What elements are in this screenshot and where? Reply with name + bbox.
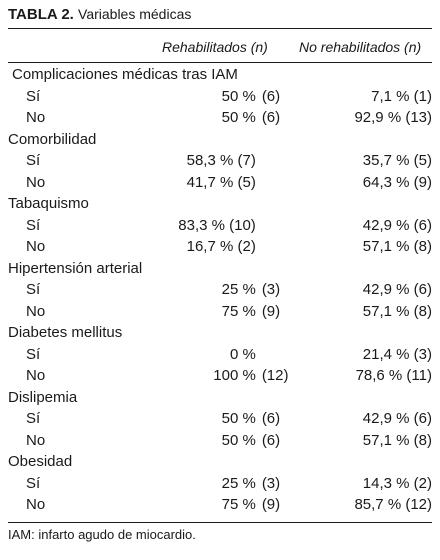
group-row: Hipertensión arterial	[8, 258, 432, 280]
no-rehabilitados-value: 57,1 % (8)	[362, 238, 432, 255]
rehabilitados-count	[256, 344, 315, 366]
row-label: No	[26, 302, 46, 320]
rehabilitados-percent: 50 %	[221, 87, 256, 105]
row-label: No	[26, 431, 46, 449]
table-caption: Variables médicas	[78, 6, 192, 22]
table-row: Sí 0 % 21,4 % (3)	[8, 344, 432, 366]
header-rule	[8, 62, 432, 63]
rehabilitados-percent: 25 %	[221, 281, 256, 298]
rehabilitados-percent: 0 %	[229, 345, 256, 363]
rehabilitados-percent: 41,7 % (5)	[186, 173, 256, 191]
rehabilitados-percent: 83,3 % (10)	[178, 216, 256, 234]
bottom-rule	[8, 522, 432, 523]
group-label: Hipertensión arterial	[8, 259, 143, 277]
rehabilitados-count	[256, 172, 315, 194]
no-rehabilitados-value: 92,9 % (13)	[354, 109, 432, 126]
no-rehabilitados-value: 42,9 % (6)	[362, 281, 432, 298]
group-row: Complicaciones médicas tras IAM	[8, 64, 432, 86]
rehabilitados-percent: 25 %	[221, 474, 256, 492]
medical-variables-table: Complicaciones médicas tras IAM Sí 50 % (6)…	[8, 64, 432, 516]
rehabilitados-count: (3)	[261, 281, 281, 298]
table-row: Sí 83,3 % (10) 42,9 % (6)	[8, 215, 432, 237]
no-rehabilitados-value: 7,1 % (1)	[371, 87, 432, 105]
rehabilitados-count: (9)	[261, 302, 281, 320]
no-rehabilitados-value: 57,1 % (8)	[362, 431, 432, 449]
no-rehabilitados-value: 42,9 % (6)	[362, 216, 432, 234]
table-row: Sí 58,3 % (7) 35,7 % (5)	[8, 150, 432, 172]
table-row: No 75 % (9) 57,1 % (8)	[8, 301, 432, 323]
no-rehabilitados-value: 64,3 % (9)	[362, 173, 432, 191]
table-number: TABLA 2.	[8, 6, 74, 23]
rehabilitados-count	[256, 150, 315, 172]
rehabilitados-percent: 100 %	[213, 367, 256, 384]
rehabilitados-count: (6)	[261, 87, 281, 105]
row-label: Sí	[26, 87, 41, 105]
rehabilitados-percent: 16,7 % (2)	[186, 238, 256, 255]
table-row: No 75 % (9) 85,7 % (12)	[8, 494, 432, 516]
no-rehabilitados-value: 57,1 % (8)	[362, 302, 432, 320]
row-label: No	[26, 496, 46, 513]
row-label: Sí	[26, 216, 41, 234]
row-label: No	[26, 238, 46, 255]
table-row: No 50 % (6) 57,1 % (8)	[8, 430, 432, 452]
group-label: Diabetes mellitus	[8, 324, 123, 341]
rehabilitados-count: (6)	[261, 431, 281, 449]
group-row: Dislipemia	[8, 387, 432, 409]
row-label: Sí	[26, 410, 41, 427]
no-rehabilitados-value: 78,6 % (11)	[355, 367, 432, 384]
table-row: No 50 % (6) 92,9 % (13)	[8, 107, 432, 129]
group-label: Tabaquismo	[8, 195, 89, 212]
table-title: TABLA 2. Variables médicas	[8, 4, 191, 25]
rehabilitados-percent: 50 %	[221, 431, 256, 449]
rehabilitados-percent: 58,3 % (7)	[186, 152, 256, 169]
rehabilitados-percent: 75 %	[221, 302, 256, 320]
no-rehabilitados-value: 42,9 % (6)	[362, 410, 432, 427]
table-row: No 41,7 % (5) 64,3 % (9)	[8, 172, 432, 194]
table-row: Sí 50 % (6) 42,9 % (6)	[8, 408, 432, 430]
table-row: No 100 % (12) 78,6 % (11)	[8, 365, 432, 387]
group-label: Obesidad	[8, 453, 73, 470]
top-rule	[8, 28, 432, 29]
no-rehabilitados-value: 85,7 % (12)	[354, 496, 432, 513]
rehabilitados-count	[256, 236, 315, 258]
rehabilitados-percent: 75 %	[221, 496, 256, 513]
rehabilitados-percent: 50 %	[221, 109, 256, 126]
table-row: Sí 25 % (3) 42,9 % (6)	[8, 279, 432, 301]
row-label: Sí	[26, 152, 41, 169]
group-label: Dislipemia	[8, 388, 78, 406]
rehabilitados-count: (6)	[261, 410, 281, 427]
rehabilitados-percent: 50 %	[221, 410, 256, 427]
row-label: Sí	[26, 345, 41, 363]
no-rehabilitados-value: 21,4 % (3)	[362, 345, 432, 363]
rehabilitados-count	[256, 215, 315, 237]
no-rehabilitados-value: 14,3 % (2)	[362, 474, 432, 492]
row-label: Sí	[26, 281, 41, 298]
table-row: Sí 25 % (3) 14,3 % (2)	[8, 473, 432, 495]
group-row: Comorbilidad	[8, 129, 432, 151]
column-header-rehabilitados: Rehabilitados (n)	[162, 39, 268, 55]
rehabilitados-count: (3)	[261, 474, 281, 492]
group-row: Tabaquismo	[8, 193, 432, 215]
rehabilitados-count: (9)	[261, 496, 281, 513]
column-header-no-rehabilitados: No rehabilitados (n)	[299, 39, 422, 55]
footnote: IAM: infarto agudo de miocardio.	[8, 527, 196, 542]
group-row: Diabetes mellitus	[8, 322, 432, 344]
table-row: Sí 50 % (6) 7,1 % (1)	[8, 86, 432, 108]
group-row: Obesidad	[8, 451, 432, 473]
group-label: Comorbilidad	[8, 130, 97, 148]
rehabilitados-count: (6)	[261, 109, 281, 126]
row-label: Sí	[26, 474, 41, 492]
rehabilitados-count: (12)	[261, 367, 289, 384]
row-label: No	[26, 367, 46, 384]
row-label: No	[26, 109, 46, 126]
group-label: Complicaciones médicas tras IAM	[12, 66, 238, 83]
table-row: No 16,7 % (2) 57,1 % (8)	[8, 236, 432, 258]
row-label: No	[26, 173, 46, 191]
no-rehabilitados-value: 35,7 % (5)	[362, 152, 432, 169]
